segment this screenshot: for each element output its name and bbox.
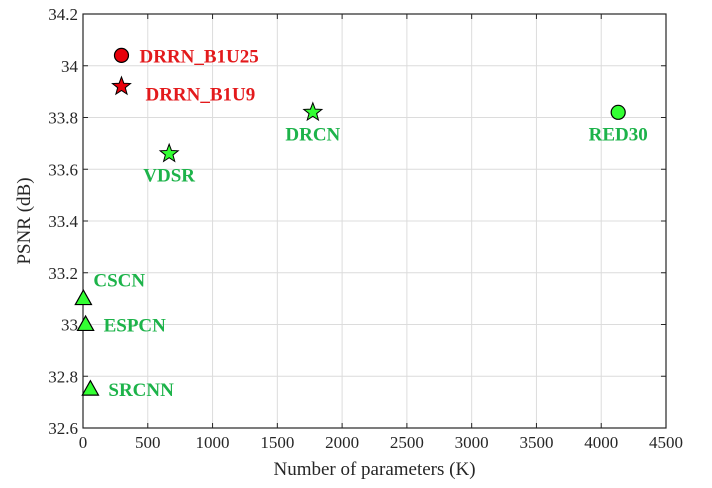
axis-ticks — [82, 13, 667, 429]
x-tick-label: 4500 — [649, 433, 683, 452]
data-points — [74, 47, 626, 396]
x-tick-label: 1500 — [260, 433, 294, 452]
point-label-drrn-b1u9: DRRN_B1U9 — [145, 84, 255, 105]
x-tick-label: 3000 — [455, 433, 489, 452]
x-tick-label: 1000 — [196, 433, 230, 452]
point-label-vdsr: VDSR — [143, 166, 195, 187]
point-label-espcn: ESPCN — [104, 316, 167, 337]
y-tick-label: 33.2 — [48, 264, 78, 283]
y-tick-label: 33.6 — [48, 160, 78, 179]
x-axis-label: Number of parameters (K) — [273, 459, 475, 480]
y-tick-label: 34 — [61, 57, 79, 76]
x-tick-label: 3500 — [519, 433, 553, 452]
y-axis-label: PSNR (dB) — [14, 177, 35, 264]
x-tick-label: 2500 — [390, 433, 424, 452]
tick-labels: 0 500 1000 1500 2000 2500 3000 3500 4000 4500 32.6… — [48, 5, 683, 452]
point-label-srcnn: SRCNN — [108, 380, 174, 401]
point-red30 — [610, 104, 626, 120]
point-vdsr — [158, 142, 180, 163]
x-tick-label: 500 — [135, 433, 161, 452]
point-drcn — [302, 101, 324, 122]
point-label-red30: RED30 — [589, 124, 648, 145]
point-drrn-b1u25 — [113, 47, 130, 64]
x-tick-label: 4000 — [584, 433, 618, 452]
y-tick-label: 33 — [61, 316, 78, 335]
point-label-drrn-b1u25: DRRN_B1U25 — [139, 46, 258, 67]
y-tick-label: 33.4 — [48, 212, 78, 231]
y-tick-label: 33.8 — [48, 109, 78, 128]
grid-lines — [83, 14, 666, 428]
point-drrn-b1u9 — [111, 75, 132, 96]
y-tick-label: 32.6 — [48, 419, 78, 438]
point-espcn — [76, 314, 95, 332]
x-tick-label: 2000 — [325, 433, 359, 452]
point-srcnn — [81, 379, 100, 396]
y-tick-label: 34.2 — [48, 5, 78, 24]
point-labels: DRRN_B1U25 DRRN_B1U9 DRCN RED30 VDSR CSCN ESPC… — [93, 46, 647, 401]
point-label-cscn: CSCN — [93, 271, 145, 292]
point-cscn — [74, 288, 93, 306]
x-tick-label: 0 — [79, 433, 88, 452]
point-label-drcn: DRCN — [285, 124, 340, 145]
y-tick-label: 32.8 — [48, 367, 78, 386]
